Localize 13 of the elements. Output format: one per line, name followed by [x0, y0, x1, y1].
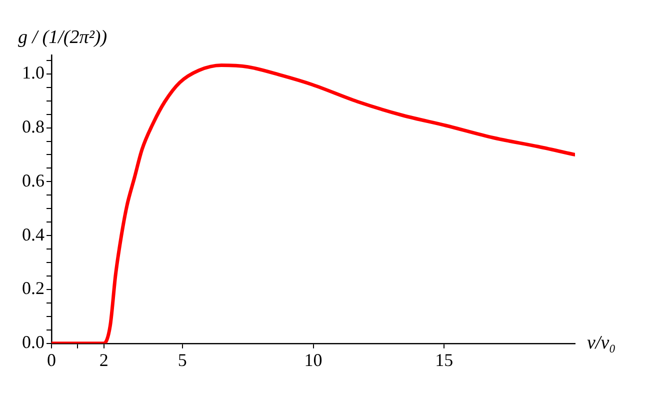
y-tick-label: 1.0 — [22, 62, 44, 83]
y-tick-label: 0.6 — [22, 170, 44, 190]
y-axis-title: g / (1/(2π²)) — [18, 27, 108, 48]
x-tick-label: 0 — [47, 350, 56, 370]
y-tick-label: 0.4 — [22, 224, 44, 244]
y-tick-label: 0.2 — [22, 278, 44, 298]
x-tick-label: 10 — [304, 350, 322, 370]
x-axis-title: v/v₀ — [587, 332, 616, 354]
x-tick-label: 15 — [435, 350, 454, 370]
x-tick-label: 2 — [99, 350, 108, 370]
text: 0.0 — [22, 332, 44, 352]
y-tick-label: 0.8 — [22, 116, 44, 137]
x-tick-label: 5 — [178, 350, 187, 370]
